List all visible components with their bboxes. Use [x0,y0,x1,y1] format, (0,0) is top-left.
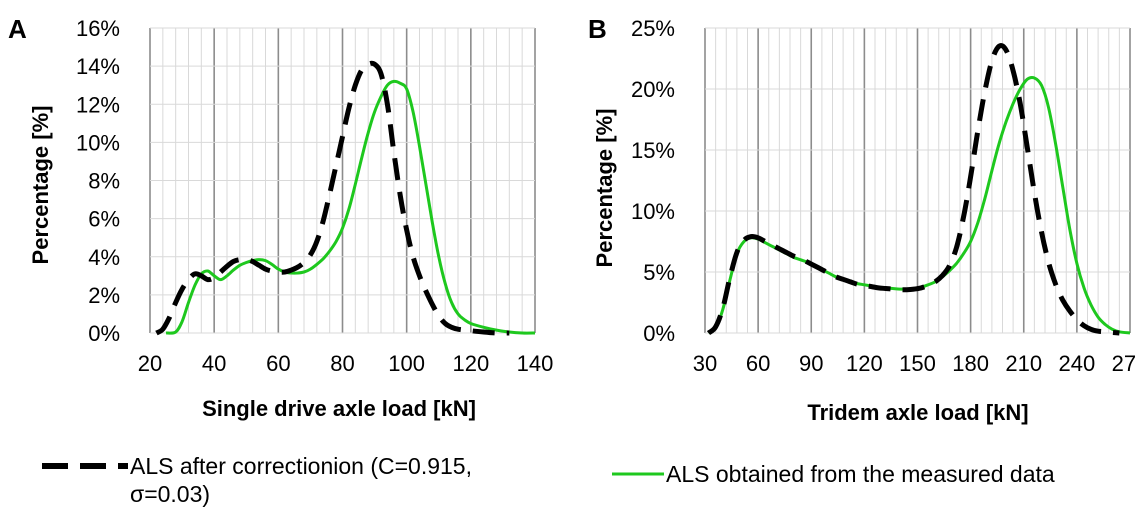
x-tick-label: 150 [899,351,936,376]
x-tick-label: 30 [693,351,717,376]
panel-b-y-axis-title: Percentage [%] [592,109,617,268]
y-tick-label: 12% [76,92,120,117]
x-tick-label: 100 [388,351,425,376]
series-line-measured [707,75,1131,335]
x-tick-label: 60 [266,351,290,376]
y-tick-label: 0% [88,321,120,346]
x-tick-label: 40 [202,351,226,376]
panel-a-letter: A [8,14,27,44]
series-line-corrected [155,60,510,336]
series-line-corrected [706,43,1120,336]
x-tick-label: 270 [1112,351,1136,376]
y-tick-label: 2% [88,283,120,308]
panel-b-x-tick-labels: 30 60 90 120 150 180 210 240 270 [693,351,1136,376]
y-tick-label: 15% [631,138,675,163]
panel-b-x-axis-title: Tridem axle load [kN] [807,400,1028,425]
panel-a-y-tick-labels: 0% 2% 4% 6% 8% 10% 12% 14% 16% [76,16,120,346]
y-tick-label: 4% [88,245,120,270]
x-tick-label: 210 [1005,351,1042,376]
x-tick-label: 140 [517,351,554,376]
x-tick-label: 240 [1059,351,1096,376]
panel-b-letter: B [588,14,607,44]
panel-a-series [155,60,536,336]
x-tick-label: 80 [330,351,354,376]
y-tick-label: 16% [76,16,120,41]
y-tick-label: 8% [88,169,120,194]
x-tick-label: 20 [138,351,162,376]
y-tick-label: 14% [76,54,120,79]
panel-b-y-tick-labels: 0% 5% 10% 15% 20% 25% [631,16,675,346]
panel-a-grid [149,27,536,334]
y-tick-label: 5% [643,260,675,285]
y-tick-label: 10% [631,199,675,224]
panel-b: B 0% 5% 10% 15% 20% 25% 30 60 90 120 150 180 210 240… [588,14,1136,425]
x-tick-label: 60 [746,351,770,376]
x-tick-label: 120 [452,351,489,376]
y-tick-label: 10% [76,130,120,155]
panel-a-y-axis-title: Percentage [%] [28,106,53,265]
legend-measured-label: ALS obtained from the measured data [666,461,1055,487]
panel-b-grid [704,27,1131,334]
series-line-measured [165,79,536,335]
panel-a: A 0% 2% 4% 6% 8% 10% 12% 14% 16% 20 40 60 80 100 120 1… [8,14,553,421]
x-tick-label: 180 [952,351,989,376]
y-tick-label: 0% [643,321,675,346]
legend-corrected-swatch [42,463,128,469]
panel-a-x-tick-labels: 20 40 60 80 100 120 140 [138,351,554,376]
legend-measured-swatch [612,472,664,476]
y-tick-label: 20% [631,77,675,102]
legend-corrected-label: ALS after correctionion (C=0.915, σ=0.03… [130,453,472,507]
x-tick-label: 90 [799,351,823,376]
panel-a-x-axis-title: Single drive axle load [kN] [202,396,476,421]
legend-measured: ALS obtained from the measured data [600,452,1136,492]
y-tick-label: 25% [631,16,675,41]
panel-b-series [706,43,1131,336]
legend-corrected: ALS after correctionion (C=0.915, σ=0.03… [0,452,560,512]
x-tick-label: 120 [846,351,883,376]
y-tick-label: 6% [88,207,120,232]
